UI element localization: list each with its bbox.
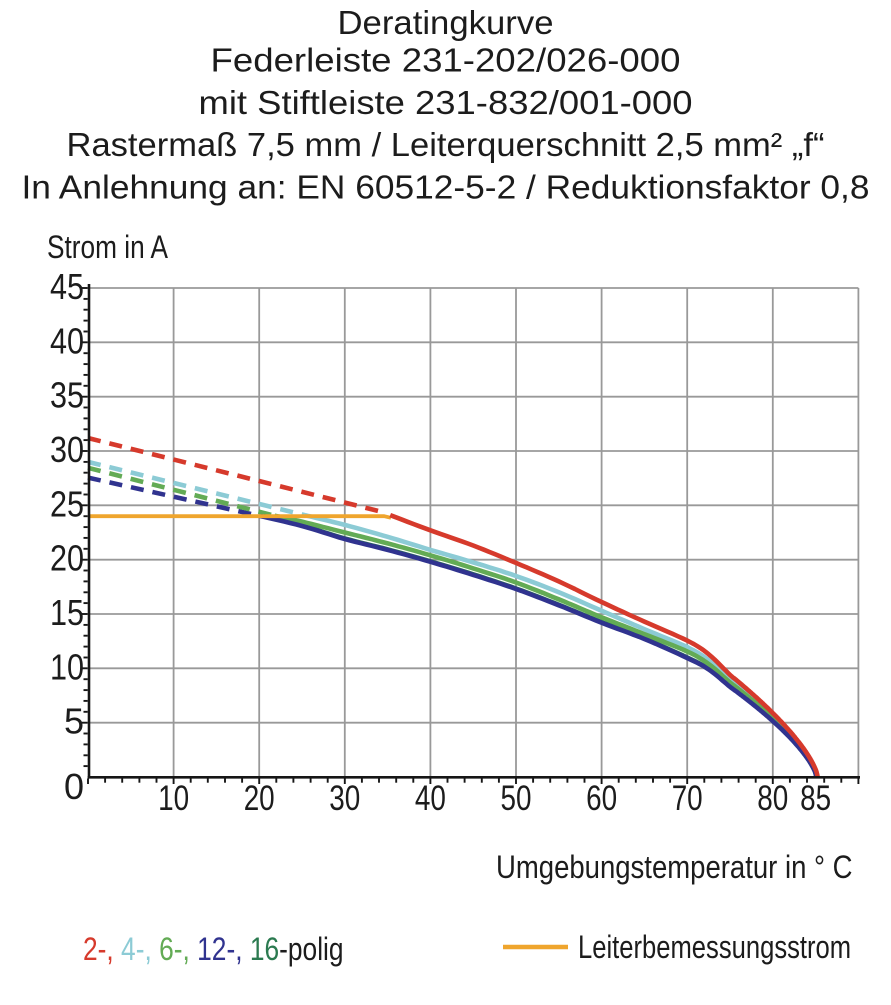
svg-text:Umgebungstemperatur in ° C: Umgebungstemperatur in ° C [496, 850, 853, 885]
svg-text:Leiterbemessungsstrom: Leiterbemessungsstrom [578, 930, 851, 965]
svg-text:50: 50 [501, 779, 532, 818]
svg-text:40: 40 [415, 779, 446, 818]
svg-text:30: 30 [50, 429, 84, 470]
svg-text:20: 20 [244, 779, 275, 818]
svg-text:25: 25 [50, 483, 84, 524]
svg-text:Deratingkurve: Deratingkurve [338, 4, 554, 41]
svg-text:mit Stiftleiste 231-832/001-00: mit Stiftleiste 231-832/001-000 [199, 84, 693, 121]
svg-text:30: 30 [329, 779, 360, 818]
svg-text:80: 80 [757, 779, 788, 818]
svg-text:5: 5 [64, 701, 84, 742]
svg-text:40: 40 [50, 320, 84, 361]
svg-text:Rastermaß 7,5 mm / Leiterquers: Rastermaß 7,5 mm / Leiterquerschnitt 2,5… [67, 126, 825, 163]
svg-text:70: 70 [672, 779, 703, 818]
svg-text:2-, 4-, 6-, 12-, 16-polig: 2-, 4-, 6-, 12-, 16-polig [83, 932, 344, 968]
svg-text:35: 35 [50, 375, 84, 416]
svg-text:In Anlehnung an: EN 60512-5-2: In Anlehnung an: EN 60512-5-2 / Reduktio… [22, 168, 870, 205]
svg-text:85: 85 [800, 779, 831, 818]
svg-text:Strom in A: Strom in A [47, 231, 168, 266]
svg-text:60: 60 [586, 779, 617, 818]
svg-text:10: 10 [50, 646, 84, 687]
svg-text:20: 20 [50, 538, 84, 579]
svg-text:45: 45 [50, 266, 84, 307]
svg-text:10: 10 [158, 779, 189, 818]
svg-text:15: 15 [50, 592, 84, 633]
svg-text:0: 0 [64, 766, 84, 807]
svg-text:Federleiste 231-202/026-000: Federleiste 231-202/026-000 [211, 42, 681, 79]
